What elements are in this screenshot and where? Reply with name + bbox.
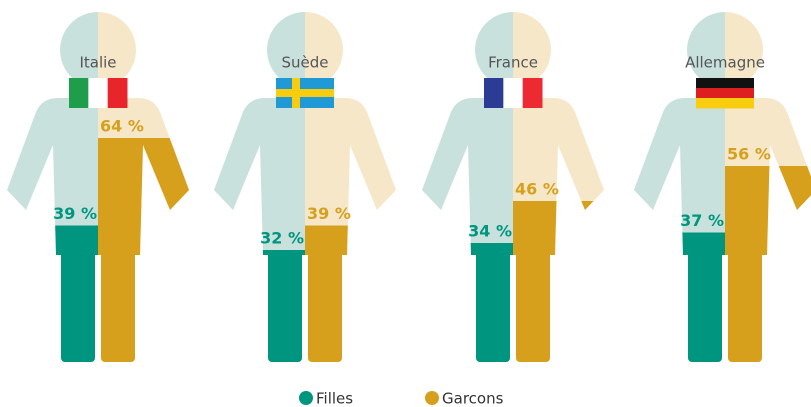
flag	[69, 78, 128, 108]
value-label: 64 %	[100, 117, 144, 136]
value-label: 32 %	[260, 229, 304, 248]
fill-level	[305, 225, 396, 362]
flag-stripe	[69, 78, 89, 108]
figure: Italie 39 % 64 %	[7, 12, 189, 362]
flag	[484, 78, 543, 108]
flag-stripe	[503, 78, 524, 108]
flag-stripe	[88, 78, 109, 108]
figure: France 34 % 46 %	[422, 12, 604, 362]
fill-level	[422, 243, 513, 362]
fill-level	[98, 138, 189, 362]
flag-stripe	[696, 98, 754, 109]
fill-level	[214, 250, 305, 362]
figure: Suède 32 %39 %	[214, 12, 396, 362]
country-label: France	[488, 54, 538, 72]
fill-level	[513, 201, 604, 362]
country-label: Allemagne	[685, 54, 765, 72]
flag	[696, 78, 754, 109]
flag	[276, 78, 334, 108]
flag-stripe	[522, 78, 543, 108]
legend-label: Filles	[316, 390, 353, 407]
flag-stripe	[696, 78, 754, 89]
fill-level	[725, 166, 811, 362]
country-label: Suède	[281, 54, 328, 72]
flag-stripe	[107, 78, 128, 108]
value-label: 34 %	[468, 222, 512, 241]
value-label: 56 %	[727, 145, 771, 164]
value-label: 37 %	[680, 211, 724, 230]
value-label: 46 %	[515, 180, 559, 199]
flag-stripe	[484, 78, 504, 108]
value-label: 39 %	[53, 204, 97, 223]
fill-level	[634, 232, 725, 362]
value-label: 39 %	[307, 204, 351, 223]
legend-swatch	[425, 391, 439, 405]
flag-stripe	[696, 88, 754, 99]
fill-level	[7, 225, 98, 362]
flag-cross	[276, 89, 334, 97]
legend-swatch	[299, 391, 313, 405]
legend-label: Garcons	[442, 390, 504, 407]
country-label: Italie	[79, 54, 116, 72]
figure: Allemagne 37 % 56 %	[634, 12, 811, 362]
